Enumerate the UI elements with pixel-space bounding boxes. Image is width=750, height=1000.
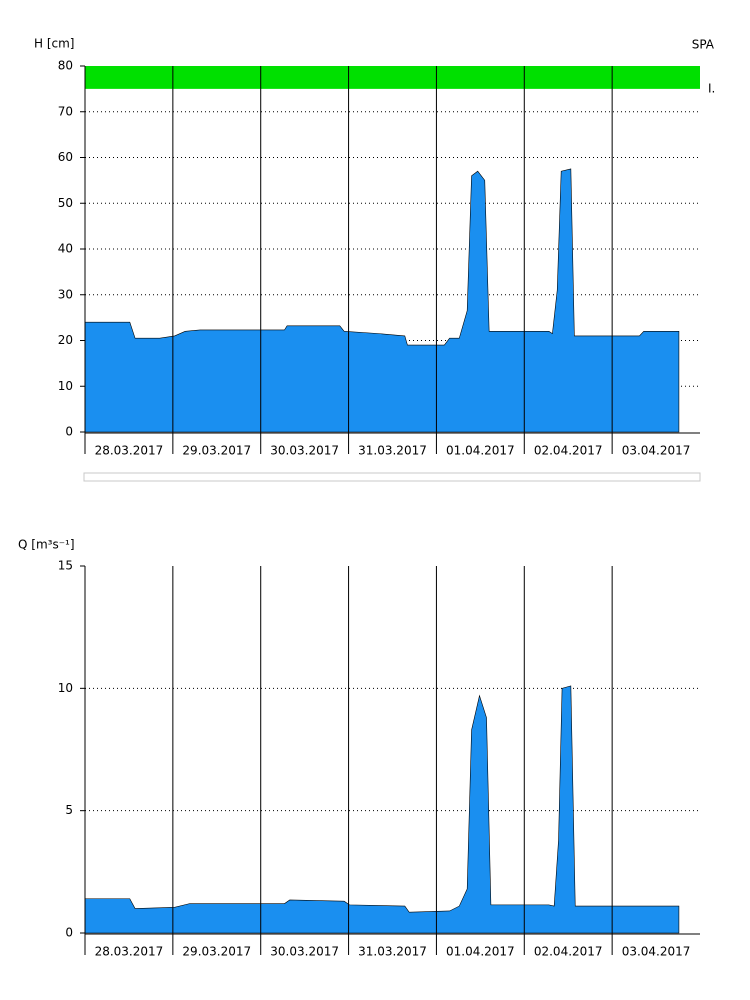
y-tick-label: 20 — [58, 333, 73, 347]
x-tick-label: 28.03.2017 — [95, 444, 164, 458]
y-tick-label: 10 — [58, 681, 73, 695]
y-tick-label: 70 — [58, 104, 73, 118]
x-tick-label: 03.04.2017 — [622, 945, 691, 959]
band-title: SPA — [692, 38, 715, 52]
band — [85, 66, 700, 89]
y-axis-label: H [cm] — [34, 37, 75, 51]
y-tick-label: 5 — [65, 803, 73, 817]
x-tick-label: 29.03.2017 — [182, 945, 251, 959]
x-tick-label: 01.04.2017 — [446, 444, 515, 458]
x-tick-label: 31.03.2017 — [358, 444, 427, 458]
y-tick-label: 80 — [58, 59, 73, 73]
x-tick-label: 29.03.2017 — [182, 444, 251, 458]
x-tick-label: 28.03.2017 — [95, 945, 164, 959]
y-tick-label: 40 — [58, 242, 73, 256]
scrollbar — [83, 472, 701, 482]
x-tick-label: 01.04.2017 — [446, 945, 515, 959]
x-tick-label: 30.03.2017 — [270, 945, 339, 959]
y-tick-label: 10 — [58, 379, 73, 393]
y-tick-label: 0 — [65, 425, 73, 439]
y-tick-label: 15 — [58, 559, 73, 573]
area — [84, 168, 680, 433]
y-axis-label: Q [m³s⁻¹] — [18, 538, 75, 552]
band-label: I. — [708, 81, 715, 95]
x-tick-label: 31.03.2017 — [358, 945, 427, 959]
x-tick-label: 02.04.2017 — [534, 444, 603, 458]
y-tick-label: 60 — [58, 150, 73, 164]
y-tick-label: 50 — [58, 196, 73, 210]
x-tick-label: 02.04.2017 — [534, 945, 603, 959]
y-tick-label: 0 — [65, 926, 73, 940]
x-tick-label: 03.04.2017 — [622, 444, 691, 458]
x-tick-label: 30.03.2017 — [270, 444, 339, 458]
area — [84, 685, 680, 934]
y-tick-label: 30 — [58, 287, 73, 301]
